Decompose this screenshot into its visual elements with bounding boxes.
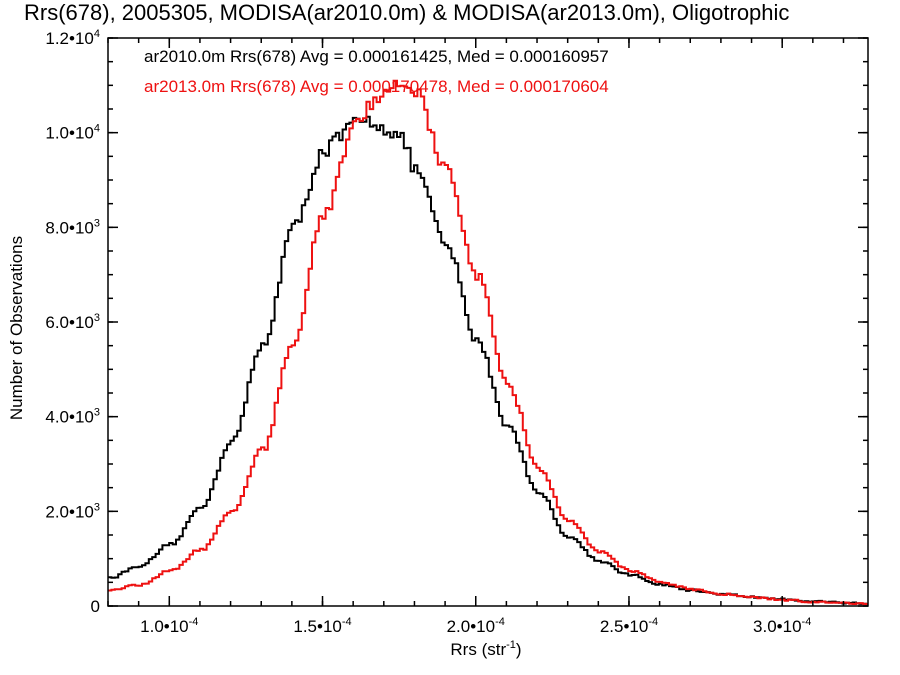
series-layer (108, 79, 868, 606)
x-tick-label-4: 3.0•10-4 (753, 616, 811, 636)
x-axis-label-end: ) (516, 640, 522, 659)
legend-entry-ar2013: ar2013.0m Rrs(678) Avg = 0.000170478, Me… (144, 77, 609, 96)
chart-title: Rrs(678), 2005305, MODISA(ar2010.0m) & M… (24, 0, 790, 25)
y-tick-label-1: 2.0•103 (45, 501, 100, 521)
histogram-series-1 (108, 79, 868, 605)
x-tick-label-3: 2.5•10-4 (600, 616, 658, 636)
y-tick-label-3: 6.0•103 (45, 312, 100, 332)
labels-layer: 1.0•10-4 1.5•10-4 2.0•10-4 2.5•10-4 3.0•10-4… (45, 28, 811, 636)
x-axis-label-sup: -1 (506, 639, 516, 651)
x-tick-label-0: 1.0•10-4 (140, 616, 198, 636)
ticks-layer (107, 37, 868, 607)
y-axis-label: Number of Observations (7, 236, 26, 420)
x-tick-label-1: 1.5•10-4 (293, 616, 351, 636)
x-axis-label-main: Rrs (str (450, 640, 506, 659)
x-tick-label-2: 2.0•10-4 (447, 616, 505, 636)
y-tick-label-4: 8.0•103 (45, 217, 100, 237)
x-axis-label: Rrs (str-1) (450, 639, 521, 659)
y-tick-label-5: 1.0•104 (45, 123, 100, 143)
y-tick-label-6: 1.2•104 (45, 28, 100, 48)
histogram-series-0 (108, 115, 868, 606)
y-tick-label-0: 0 (91, 597, 100, 616)
legend-entry-ar2010: ar2010.0m Rrs(678) Avg = 0.000161425, Me… (144, 47, 609, 66)
y-tick-label-2: 4.0•103 (45, 407, 100, 427)
